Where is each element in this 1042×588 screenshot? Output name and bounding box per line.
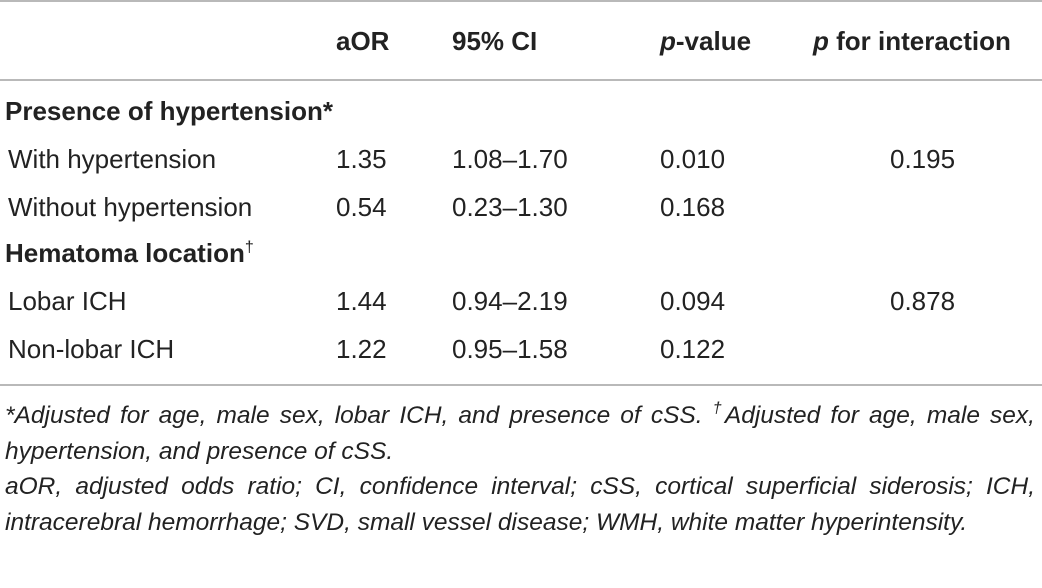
header-int-rest: for interaction xyxy=(828,26,1011,56)
row-ci: 0.95–1.58 xyxy=(452,334,568,364)
row-p-interaction: 0.195 xyxy=(890,144,956,174)
row-aor: 1.44 xyxy=(336,286,387,316)
footnote-dagger: † xyxy=(712,400,725,417)
footnote-abbreviations: aOR, adjusted odds ratio; CI, confidence… xyxy=(5,473,1035,536)
footnote-1: *Adjusted for age, male sex, lobar ICH, … xyxy=(5,402,713,429)
footnote-2: Adjusted for age, male sex, hypertension… xyxy=(5,402,1035,465)
row-aor: 1.22 xyxy=(336,334,387,364)
row-p: 0.094 xyxy=(660,286,726,316)
row-aor: 1.35 xyxy=(336,144,387,174)
section-title-hematoma-location: Hematoma location† xyxy=(5,238,254,268)
header-p-value: p-value xyxy=(660,26,751,56)
row-label: Non-lobar ICH xyxy=(8,334,175,364)
header-p-rest: -value xyxy=(675,26,752,56)
row-p: 0.168 xyxy=(660,192,726,222)
row-p-interaction: 0.878 xyxy=(890,286,956,316)
row-ci: 0.94–2.19 xyxy=(452,286,568,316)
row-ci: 1.08–1.70 xyxy=(452,144,568,174)
table-top-rule xyxy=(0,0,1042,2)
dagger-mark: † xyxy=(244,239,254,256)
row-label: With hypertension xyxy=(8,144,217,174)
section-title-hypertension: Presence of hypertension* xyxy=(5,96,333,126)
header-int-italic: p xyxy=(813,26,829,56)
row-label: Lobar ICH xyxy=(8,286,127,316)
header-p-interaction: p for interaction xyxy=(813,26,1011,56)
row-p: 0.122 xyxy=(660,334,726,364)
table-footnotes: *Adjusted for age, male sex, lobar ICH, … xyxy=(5,398,1035,540)
row-ci: 0.23–1.30 xyxy=(452,192,568,222)
row-p: 0.010 xyxy=(660,144,726,174)
table-bottom-rule xyxy=(0,384,1042,386)
footnote-adjustments: *Adjusted for age, male sex, lobar ICH, … xyxy=(5,398,1035,469)
section-title-text: Hematoma location xyxy=(5,238,245,268)
row-label: Without hypertension xyxy=(8,192,253,222)
table-header-rule xyxy=(0,79,1042,81)
header-p-italic: p xyxy=(660,26,676,56)
row-aor: 0.54 xyxy=(336,192,387,222)
header-aor: aOR xyxy=(336,26,390,56)
header-95-ci: 95% CI xyxy=(452,26,538,56)
